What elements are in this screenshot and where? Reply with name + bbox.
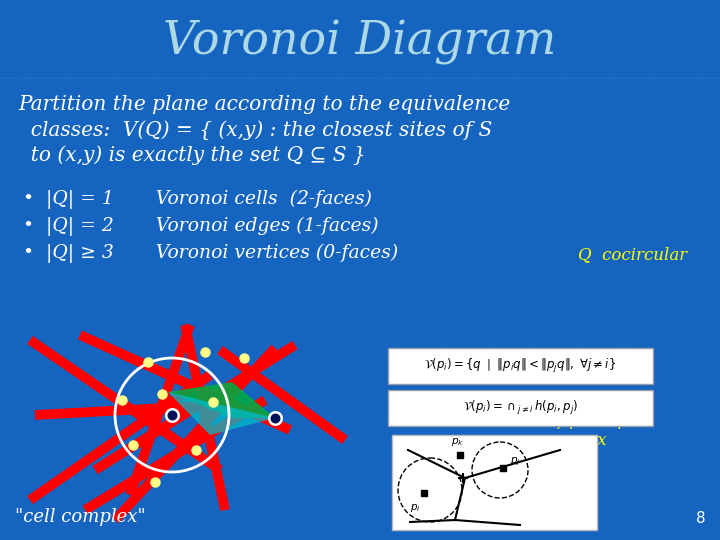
Bar [388, 348, 653, 384]
Polygon shape [168, 392, 275, 435]
Text: 8: 8 [696, 511, 706, 526]
Text: $p_k$: $p_k$ [451, 436, 464, 448]
Text: •  |Q| = 1       Voronoi cells  (2-faces): • |Q| = 1 Voronoi cells (2-faces) [23, 190, 372, 209]
Text: $p_i$: $p_i$ [410, 502, 420, 514]
Text: •  |Q| ≥ 3       Voronoi vertices (0-faces): • |Q| ≥ 3 Voronoi vertices (0-faces) [23, 244, 398, 263]
Text: convex: convex [548, 432, 607, 449]
Text: "cell complex": "cell complex" [15, 508, 145, 526]
Text: Q  cocircular: Q cocircular [578, 246, 688, 263]
Bar [388, 390, 653, 426]
Text: of pᵢ is open,: of pᵢ is open, [548, 412, 654, 429]
Text: classes:  V(Q) = { (x,y) : the closest sites of S: classes: V(Q) = { (x,y) : the closest si… [18, 120, 492, 140]
Text: Voronoi Diagram: Voronoi Diagram [163, 19, 557, 65]
Polygon shape [168, 382, 275, 418]
Text: to (x,y) is exactly the set Q ⊆ S }: to (x,y) is exactly the set Q ⊆ S } [18, 145, 366, 165]
Bar [392, 435, 597, 530]
Text: $\mathcal{V}(p_i) = \{q \;\mid\; \|p_iq\| < \|p_jq\|,\; \forall j \neq i\}$: $\mathcal{V}(p_i) = \{q \;\mid\; \|p_iq\… [424, 357, 616, 375]
Text: Partition the plane according to the equivalence: Partition the plane according to the equ… [18, 95, 510, 114]
Text: $p_j$: $p_j$ [510, 455, 521, 468]
Text: •  |Q| = 2       Voronoi edges (1-faces): • |Q| = 2 Voronoi edges (1-faces) [23, 217, 379, 237]
Text: Voronoi cell: Voronoi cell [548, 392, 648, 409]
Text: $\mathcal{V}(p_i) = \cap_{j \neq i}\, h(p_i, p_j)$: $\mathcal{V}(p_i) = \cap_{j \neq i}\, h(… [463, 399, 578, 417]
